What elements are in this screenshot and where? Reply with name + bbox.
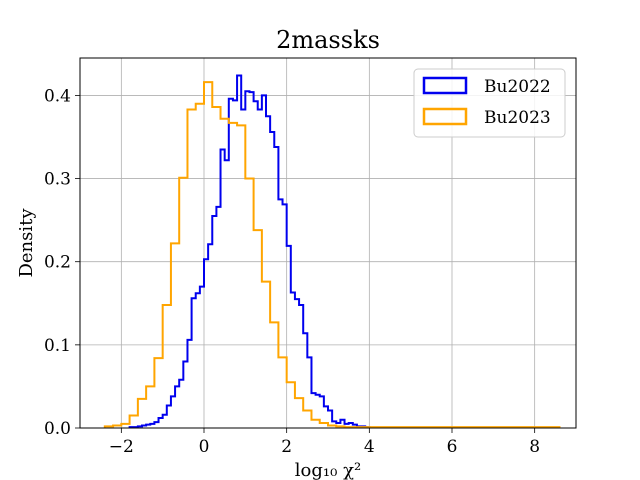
y-tick-label: 0.2 — [44, 253, 71, 273]
y-tick-label: 0.1 — [44, 336, 71, 356]
plot-frame — [79, 57, 577, 429]
x-tick-label: 0 — [199, 437, 210, 457]
legend: Bu2022 Bu2023 — [413, 68, 566, 138]
legend-label-bu2022: Bu2022 — [484, 77, 551, 97]
histogram-step-bu2022 — [128, 74, 371, 429]
legend-label-bu2023: Bu2023 — [484, 108, 551, 128]
legend-box — [413, 68, 566, 138]
y-axis-title: Density — [16, 208, 37, 278]
legend-swatch-bu2023 — [422, 107, 468, 126]
histogram-step-bu2023 — [103, 81, 561, 429]
x-tick-label: −2 — [109, 437, 134, 457]
tick-layer: −2 0 2 4 6 8 0.0 0.1 0.2 0.3 0.4 — [44, 86, 540, 457]
x-axis-title: log₁₀ χ² — [295, 460, 361, 480]
x-tick-label: 8 — [529, 437, 540, 457]
x-tick-label: 4 — [364, 437, 375, 457]
x-tick-label: 2 — [281, 437, 292, 457]
y-tick-label: 0.3 — [44, 170, 71, 190]
x-tick-label: 6 — [447, 437, 458, 457]
series-layer — [103, 74, 561, 429]
y-tick-label: 0.0 — [44, 419, 71, 439]
y-tick-label: 0.4 — [44, 86, 71, 106]
legend-swatch-bu2022 — [422, 76, 468, 95]
chart-title: 2massks — [276, 26, 380, 54]
